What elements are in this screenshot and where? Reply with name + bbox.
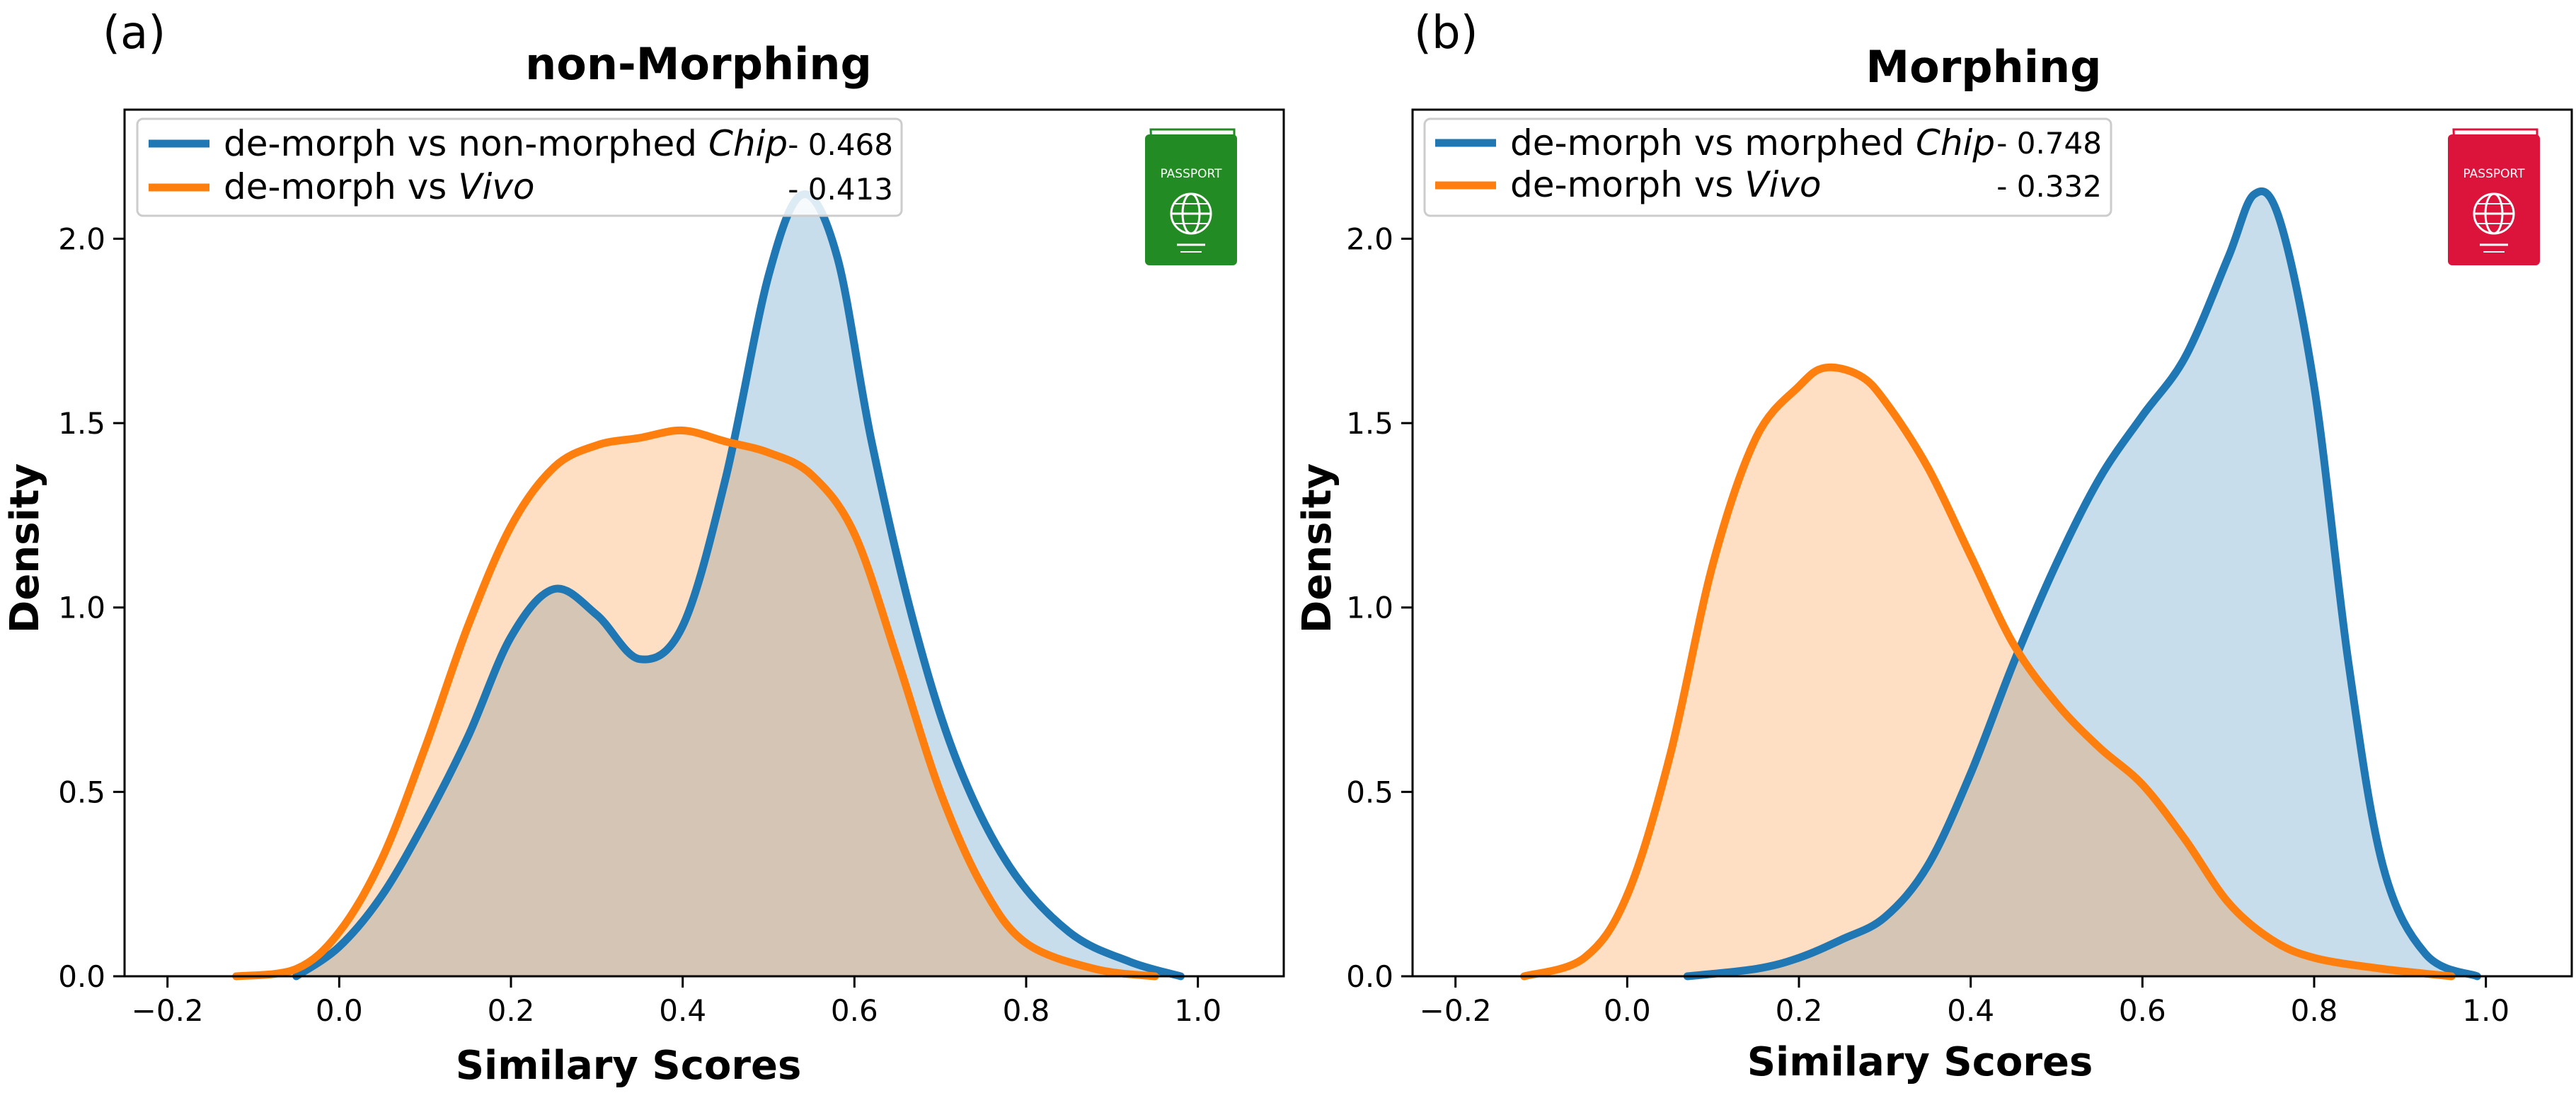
density-line — [232, 426, 1159, 981]
y-axis: 0.0 0.5 1.0 1.5 2.0 — [58, 221, 125, 994]
x-tick-label: 0.4 — [1947, 993, 1994, 1028]
density-line — [1683, 187, 2481, 981]
axes-frame — [1411, 108, 2573, 978]
legend-frame — [136, 117, 903, 217]
legend-score: - 0.332 — [1996, 169, 2102, 204]
legend-series-name: de-morph vs Vivo — [1510, 164, 1822, 205]
passport-label: PASSPORT — [2463, 167, 2526, 181]
legend-item-chip: de-morph vs non-morphed Chip - 0.468 — [149, 123, 893, 164]
x-tick-label: −0.2 — [1420, 993, 1492, 1028]
x-axis-label: Similary Scores — [456, 1043, 802, 1089]
y-tick-label: 1.0 — [58, 591, 105, 625]
density-line — [1520, 363, 2456, 981]
plot-area — [232, 190, 1185, 981]
legend-score: - 0.413 — [788, 172, 893, 207]
legend-score: - 0.748 — [1996, 126, 2102, 161]
panel-non-morphing: (a) non-Morphing −0.2 0.0 0.2 0.4 0.6 0.8 1.0 … — [2, 7, 1285, 1089]
y-tick-label: 0.5 — [1346, 775, 1393, 809]
legend-score: - 0.468 — [788, 127, 893, 162]
legend-series-name: de-morph vs non-morphed Chip — [224, 123, 788, 164]
y-tick-label: 1.0 — [1346, 591, 1393, 625]
y-tick-label: 1.5 — [1346, 406, 1393, 441]
x-tick-label: 1.0 — [1174, 993, 1221, 1028]
y-tick-label: 1.5 — [58, 406, 105, 441]
plot-area — [1520, 187, 2481, 981]
density-fill — [1524, 367, 2452, 976]
x-tick-label: 0.0 — [316, 993, 363, 1028]
y-tick-label: 0.0 — [1346, 959, 1393, 994]
legend-item-chip: de-morph vs morphed Chip - 0.748 — [1435, 122, 2102, 163]
panel-label: (b) — [1414, 7, 1478, 59]
legend: de-morph vs non-morphed Chip - 0.468 de-… — [136, 117, 903, 217]
chart-title: Morphing — [1865, 41, 2101, 93]
x-tick-label: −0.2 — [132, 993, 204, 1028]
x-tick-label: 0.4 — [659, 993, 706, 1028]
x-tick-label: 0.2 — [488, 993, 535, 1028]
x-tick-label: 0.0 — [1604, 993, 1651, 1028]
x-tick-label: 0.6 — [2119, 993, 2166, 1028]
x-tick-label: 0.8 — [1003, 993, 1050, 1028]
x-tick-label: 0.2 — [1776, 993, 1823, 1028]
axes-frame — [123, 108, 1285, 978]
y-axis: 0.0 0.5 1.0 1.5 2.0 — [1346, 221, 1413, 994]
y-axis-label: Density — [2, 463, 48, 633]
x-tick-label: 1.0 — [2462, 993, 2509, 1028]
y-tick-label: 0.0 — [58, 959, 105, 994]
legend-item-vivo: de-morph vs Vivo - 0.413 — [149, 166, 893, 207]
passport-icon: PASSPORT — [1145, 128, 1237, 265]
density-fill — [236, 430, 1156, 976]
panel-morphing: (b) Morphing −0.2 0.0 0.2 0.4 0.6 0.8 1.0 0.00… — [1294, 7, 2573, 1085]
legend-frame — [1423, 117, 2112, 217]
density-fill — [1687, 191, 2478, 976]
density-fill — [296, 194, 1181, 976]
x-axis: −0.2 0.0 0.2 0.4 0.6 0.8 1.0 — [132, 976, 1221, 1028]
y-tick-label: 2.0 — [1346, 221, 1393, 256]
passport-label: PASSPORT — [1161, 167, 1223, 181]
legend: de-morph vs morphed Chip - 0.748 de-morp… — [1423, 117, 2112, 217]
y-tick-label: 0.5 — [58, 775, 105, 809]
x-tick-label: 0.8 — [2291, 993, 2338, 1028]
legend-item-vivo: de-morph vs Vivo - 0.332 — [1435, 164, 2102, 205]
panel-label: (a) — [103, 7, 166, 59]
x-tick-label: 0.6 — [831, 993, 878, 1028]
y-axis-label: Density — [1294, 463, 1340, 633]
x-axis-label: Similary Scores — [1747, 1039, 2093, 1085]
passport-icon: PASSPORT — [2448, 128, 2540, 265]
legend-series-name: de-morph vs morphed Chip — [1510, 122, 1995, 163]
y-tick-label: 2.0 — [58, 221, 105, 256]
chart-title: non-Morphing — [525, 38, 872, 90]
density-line — [292, 190, 1185, 981]
legend-series-name: de-morph vs Vivo — [224, 166, 535, 207]
x-axis: −0.2 0.0 0.2 0.4 0.6 0.8 1.0 — [1420, 976, 2509, 1028]
